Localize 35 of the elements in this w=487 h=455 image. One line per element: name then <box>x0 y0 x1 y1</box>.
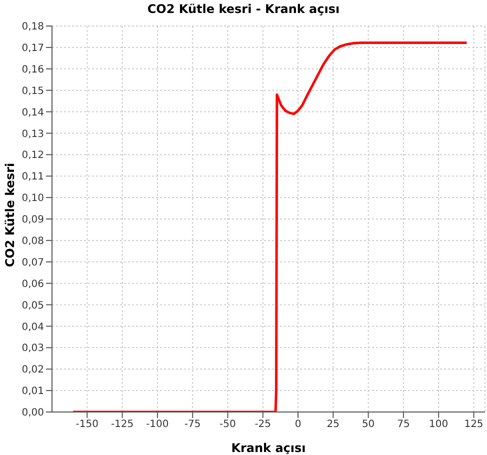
y-tick-label: 0,08 <box>22 236 44 247</box>
x-tick-label: -150 <box>76 419 98 430</box>
x-tick-label: -100 <box>146 419 169 430</box>
y-tick-label: 0,18 <box>22 22 44 33</box>
y-tick-label: 0,04 <box>22 322 44 333</box>
y-tick-label: 0,05 <box>22 300 44 312</box>
y-tick-label: 0,07 <box>22 257 44 268</box>
y-tick-label: 0,01 <box>22 386 44 398</box>
y-tick-label: 0,00 <box>22 408 44 419</box>
y-tick-label: 0,12 <box>22 150 44 162</box>
x-tick-label: 125 <box>464 419 484 430</box>
x-tick-label: -125 <box>110 419 134 430</box>
y-tick-label: 0,14 <box>22 107 44 118</box>
chart-title: CO2 Kütle kesri - Krank açısı <box>146 2 341 16</box>
x-tick-label: 25 <box>326 419 340 430</box>
y-tick-label: 0,03 <box>22 343 44 354</box>
x-tick-label: 50 <box>362 419 375 430</box>
x-tick-label: -25 <box>254 419 272 430</box>
y-tick-label: 0,16 <box>22 64 44 76</box>
x-tick-label: -50 <box>220 419 236 430</box>
y-tick-label: 0,13 <box>22 128 44 140</box>
y-tick-label: 0,11 <box>22 172 44 183</box>
x-tick-label: 100 <box>429 419 448 430</box>
x-tick-label: 0 <box>294 419 302 430</box>
y-tick-label: 0,02 <box>22 364 44 376</box>
y-tick-label: 0,17 <box>22 42 44 54</box>
y-tick-label: 0,10 <box>22 193 44 204</box>
y-tick-label: 0,15 <box>22 86 44 97</box>
y-tick-label: 0,09 <box>22 214 44 226</box>
x-tick-label: 75 <box>397 419 410 430</box>
y-tick-label: 0,06 <box>22 278 44 290</box>
line-series <box>72 41 468 412</box>
x-axis-title: Krank açısı <box>231 441 306 455</box>
y-axis-title: CO2 Kütle kesri <box>3 162 17 268</box>
x-tick-label: -75 <box>184 419 201 430</box>
